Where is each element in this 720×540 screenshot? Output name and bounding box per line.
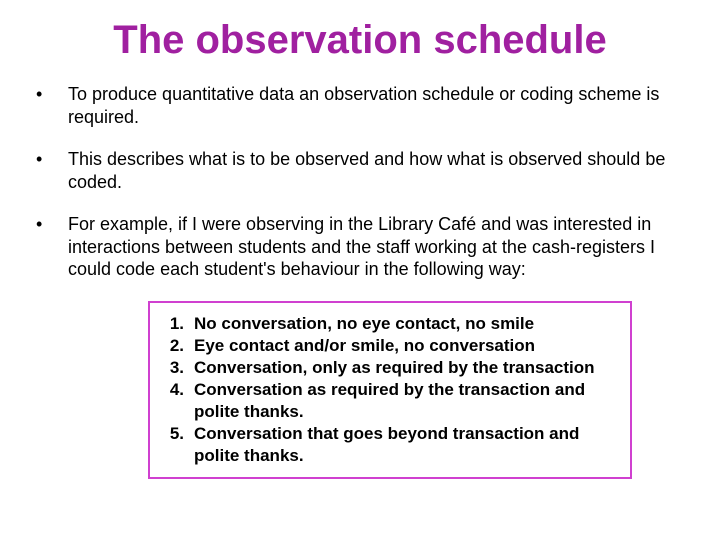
list-number: 1.: [164, 313, 190, 335]
list-text: No conversation, no eye contact, no smil…: [190, 313, 616, 335]
list-number: 2.: [164, 335, 190, 357]
bullet-marker: •: [36, 213, 68, 236]
bullet-item: • To produce quantitative data an observ…: [36, 83, 692, 128]
bullet-marker: •: [36, 83, 68, 106]
list-number: 4.: [164, 379, 190, 401]
bullet-text: To produce quantitative data an observat…: [68, 83, 692, 128]
list-item: 3. Conversation, only as required by the…: [164, 357, 616, 379]
list-text: Conversation that goes beyond transactio…: [190, 423, 616, 467]
bullet-marker: •: [36, 148, 68, 171]
bullet-list: • To produce quantitative data an observ…: [28, 83, 692, 281]
bullet-text: For example, if I were observing in the …: [68, 213, 692, 281]
slide-title: The observation schedule: [28, 18, 692, 63]
list-text: Eye contact and/or smile, no conversatio…: [190, 335, 616, 357]
list-number: 5.: [164, 423, 190, 445]
coded-list-box: 1. No conversation, no eye contact, no s…: [148, 301, 632, 480]
list-number: 3.: [164, 357, 190, 379]
list-item: 2. Eye contact and/or smile, no conversa…: [164, 335, 616, 357]
list-item: 5. Conversation that goes beyond transac…: [164, 423, 616, 467]
list-item: 4. Conversation as required by the trans…: [164, 379, 616, 423]
list-text: Conversation as required by the transact…: [190, 379, 616, 423]
bullet-item: • For example, if I were observing in th…: [36, 213, 692, 281]
list-text: Conversation, only as required by the tr…: [190, 357, 616, 379]
list-item: 1. No conversation, no eye contact, no s…: [164, 313, 616, 335]
numbered-list: 1. No conversation, no eye contact, no s…: [164, 313, 616, 468]
bullet-text: This describes what is to be observed an…: [68, 148, 692, 193]
bullet-item: • This describes what is to be observed …: [36, 148, 692, 193]
